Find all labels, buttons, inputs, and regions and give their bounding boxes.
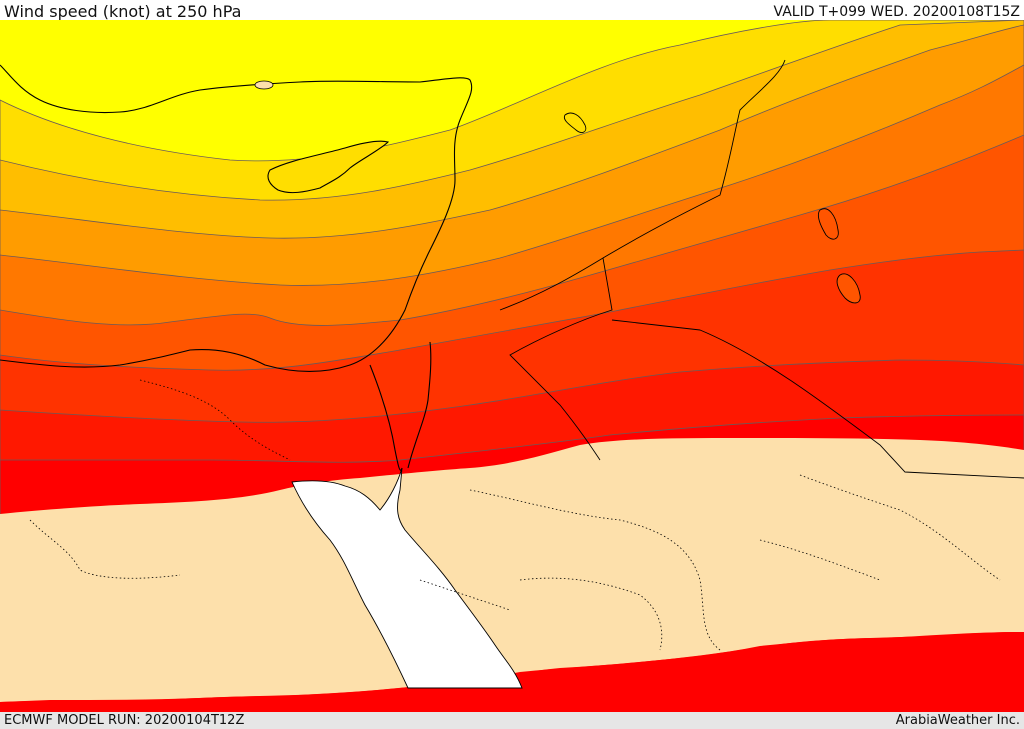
low-wind-zone: [0, 438, 1024, 702]
valid-time: VALID T+099 WED. 20200108T15Z: [773, 4, 1020, 20]
map-canvas: [0, 20, 1024, 712]
footer-bar: ECMWF MODEL RUN: 20200104T12Z ArabiaWeat…: [0, 712, 1024, 729]
inland-lake: [563, 112, 587, 133]
cyprus: [267, 140, 390, 194]
map-title: Wind speed (knot) at 250 hPa: [4, 2, 242, 21]
country-borders: [499, 59, 1024, 479]
wind-speed-map: [0, 20, 1024, 712]
small-island: [254, 80, 274, 90]
model-run: ECMWF MODEL RUN: 20200104T12Z: [4, 713, 245, 728]
red-sea: [291, 467, 523, 689]
credit: ArabiaWeather Inc.: [895, 713, 1020, 728]
header-bar: Wind speed (knot) at 250 hPa VALID T+099…: [0, 0, 1024, 21]
coastline: [0, 64, 473, 372]
sinai-coast: [369, 341, 432, 471]
persian-gulf-islands: [817, 208, 861, 304]
southern-jet-band: [0, 632, 1024, 712]
province-borders: [29, 379, 1001, 651]
